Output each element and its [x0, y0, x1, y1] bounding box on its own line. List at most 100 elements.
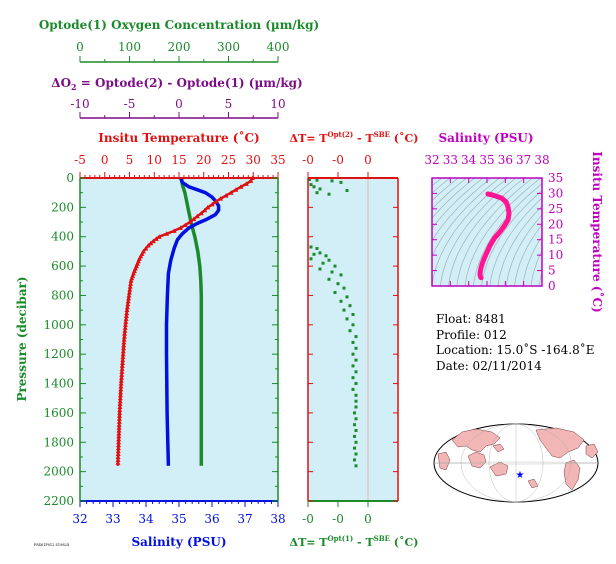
oxygen-profile-line — [179, 177, 204, 466]
pressure-tick-label: 800 — [51, 288, 74, 302]
pressure-tick-label: 1400 — [43, 377, 74, 391]
ts-isopycnal — [432, 178, 484, 229]
temperature-profile-marker — [127, 284, 133, 289]
temperature-profile-marker — [243, 181, 249, 186]
temperature-profile-marker — [124, 304, 130, 310]
temperature-profile-marker — [121, 342, 127, 348]
delta-o2-axis-title: ΔO2 = Optode(2) - Optode(1) (µm/kg) — [51, 76, 302, 92]
delta-t-point — [353, 434, 356, 438]
delta-t-point — [354, 429, 358, 432]
float-number: Float: 8481 — [436, 312, 506, 326]
map-gridlines — [433, 423, 599, 503]
temperature-profile-marker — [123, 322, 128, 327]
temperature-profile-marker — [150, 238, 156, 244]
delta-t-point — [345, 317, 349, 321]
temperature-profile-marker — [124, 310, 130, 316]
temperature-profile-marker — [119, 369, 125, 374]
temperature-profile-marker — [115, 451, 121, 456]
temperature-profile-marker — [148, 240, 154, 246]
delta-t-point — [353, 423, 356, 427]
ts-temp-tick-label: 20 — [548, 217, 563, 231]
delta-t-point — [354, 393, 358, 397]
temperature-profile-marker — [153, 236, 159, 241]
salinity-tick-label: 36 — [204, 512, 219, 526]
ts-isopycnal — [497, 205, 542, 286]
salinity-axis-title: Salinity (PSU) — [131, 535, 226, 549]
delta-t-point — [354, 335, 358, 339]
pressure-tick-label: 400 — [51, 230, 74, 244]
temperature-profile-marker — [123, 319, 129, 324]
delta-t-point — [330, 179, 334, 183]
ts-salinity-tick-label: 37 — [516, 153, 531, 167]
delta-t-point — [309, 245, 313, 249]
pressure-tick-label: 1800 — [43, 435, 74, 449]
delta-t-point — [351, 364, 355, 368]
ts-salinity-tick-label: 36 — [498, 153, 513, 167]
delta-t-point — [321, 261, 325, 265]
delta-t-point — [354, 370, 358, 374]
profile-series — [115, 175, 255, 466]
delta-t-point — [354, 382, 358, 385]
pressure-tick-label: 1000 — [43, 318, 74, 332]
delta-t-point — [351, 313, 355, 316]
world-map-inset: ★ — [433, 423, 599, 503]
temperature-profile-marker — [128, 278, 134, 283]
temperature-profile-marker — [120, 348, 126, 354]
salinity-tick-label: 35 — [171, 512, 186, 526]
temperature-profile-marker — [117, 407, 123, 412]
temperature-profile-marker — [117, 404, 123, 409]
temperature-profile-marker — [115, 454, 121, 459]
temperature-profile-marker — [122, 325, 128, 330]
temperature-profile-marker — [123, 313, 129, 318]
delta-t-point — [339, 180, 343, 184]
temperature-profile-marker — [202, 207, 208, 213]
temperature-tick-label: 30 — [246, 153, 261, 167]
temperature-profile-marker — [128, 281, 134, 286]
delta-t-point — [354, 399, 358, 403]
delta-t-point — [330, 270, 334, 274]
temperature-profile-marker — [164, 231, 170, 236]
temperature-profile-marker — [120, 360, 125, 365]
temperature-profile-marker — [238, 184, 244, 189]
delta-t-top-tick-label: -0 — [302, 153, 314, 167]
temperature-profile-marker — [118, 386, 124, 392]
temperature-profile-marker — [116, 433, 122, 439]
temperature-tick-label: -5 — [74, 153, 86, 167]
ts-isopycnal — [432, 178, 492, 242]
ts-salinity-title: Salinity (PSU) — [438, 131, 533, 145]
delta-t-axes: -0 -0 -0 -0 0 0 — [302, 153, 399, 526]
temperature-profile-marker — [116, 419, 122, 424]
temperature-profile-marker — [143, 246, 149, 251]
delta-t-bottom-title: ΔT= TOpt(1) - TSBE (˚C) — [290, 534, 419, 549]
temperature-profile-marker — [198, 210, 204, 216]
delta-t-top-tick-label: -0 — [332, 153, 344, 167]
pressure-tick-label: 0 — [66, 171, 74, 185]
oxygen-axis-tick-label: 0 — [76, 40, 84, 54]
ts-salinity-tick-label: 33 — [443, 153, 458, 167]
ts-isopycnal — [432, 178, 467, 210]
ts-temp-tick-label: 35 — [548, 171, 563, 185]
delta-t-point — [342, 308, 346, 312]
delta-t-point — [318, 267, 322, 271]
delta-o2-axis-tick-label: 10 — [270, 97, 285, 111]
temperature-profile-marker — [116, 425, 122, 430]
delta-t-top-title: ΔT= TOpt(2) - TSBE (˚C) — [290, 130, 419, 145]
salinity-profile-line — [164, 177, 221, 466]
delta-t-point — [336, 282, 340, 286]
delta-t-points — [308, 178, 358, 468]
ts-isopycnal — [432, 178, 475, 219]
location-text: Location: 15.0˚S -164.8˚E — [436, 343, 595, 357]
delta-t-point — [353, 446, 356, 450]
salinity-tick-label: 38 — [270, 512, 285, 526]
delta-o2-axis-tick-label: -10 — [70, 97, 89, 111]
ts-temp-tick-label: 30 — [548, 186, 563, 200]
temperature-profile-marker — [178, 225, 183, 230]
temperature-profile-marker — [115, 445, 121, 451]
delta-t-point — [351, 340, 355, 344]
oxygen-axis: 0 100 200 300 400 — [76, 40, 289, 63]
temperature-profile-marker — [126, 293, 132, 298]
profile-panel-bg — [80, 178, 278, 501]
ts-salinity-tick-label: 38 — [534, 153, 549, 167]
footer-tiny-id: F8481P012 S19824 — [34, 543, 70, 547]
